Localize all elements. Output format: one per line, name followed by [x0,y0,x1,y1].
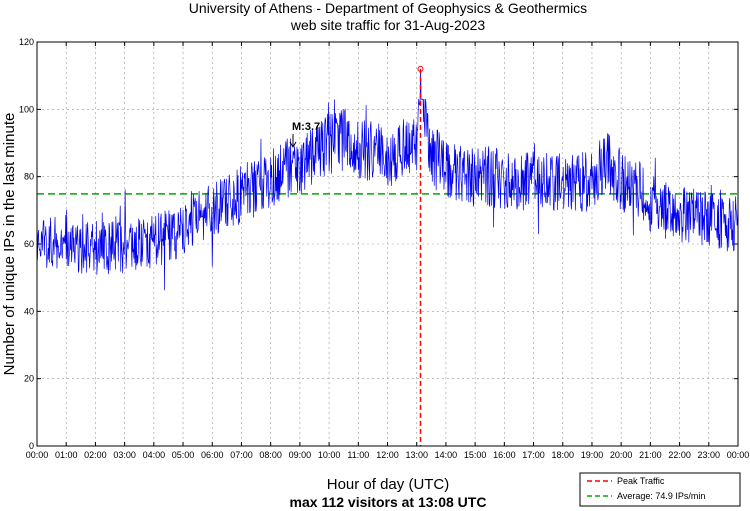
x-tick-label: 14:00 [435,450,458,460]
x-tick-label: 03:00 [113,450,136,460]
x-tick-label: 15:00 [464,450,487,460]
x-tick-label: 18:00 [551,450,574,460]
x-tick-label: 20:00 [610,450,633,460]
x-tick-label: 16:00 [493,450,516,460]
x-tick-label: 06:00 [201,450,224,460]
y-tick-label: 100 [19,104,34,114]
x-tick-label: 21:00 [639,450,662,460]
y-tick-label: 80 [24,172,34,182]
peak-marker [417,65,424,72]
peak-group [417,65,424,446]
chart-title: University of Athens - Department of Geo… [189,0,587,16]
legend-average-label: Average: 74.9 IPs/min [617,491,705,501]
y-axis-label: Number of unique IPs in the last minute [1,113,18,376]
chart-subtitle: web site traffic for 31-Aug-2023 [290,17,486,33]
y-tick-label: 20 [24,374,34,384]
x-tick-label: 11:00 [347,450,369,460]
legend: Peak Traffic Average: 74.9 IPs/min [579,472,741,507]
x-tick-label: 00:00 [26,450,49,460]
x-tick-label: 05:00 [172,450,195,460]
x-tick-label: 08:00 [259,450,282,460]
y-tick-label: 120 [19,37,34,47]
magnitude-annotation: M:3.7 [289,121,320,148]
y-tick-label: 40 [24,306,34,316]
y-tick-label: 60 [24,239,34,249]
x-tick-label: 07:00 [230,450,253,460]
series-group [36,68,739,291]
y-tick-label: 0 [29,441,34,451]
x-tick-label: 10:00 [318,450,341,460]
x-tick-label: 09:00 [289,450,312,460]
x-tick-label: 12:00 [376,450,399,460]
x-tick-label: 13:00 [405,450,428,460]
x-tick-label: 19:00 [581,450,604,460]
x-axis-sublabel: max 112 visitors at 13:08 UTC [290,494,487,510]
x-tick-label: 00:00 [727,450,750,460]
x-tick-label: 01:00 [55,450,78,460]
x-axis-label: Hour of day (UTC) [327,476,450,493]
visitors-series-line [36,68,739,291]
x-tick-label: 04:00 [143,450,166,460]
grid-lines [37,42,738,446]
x-tick-label: 22:00 [668,450,691,460]
annotation-arrow-head [289,141,297,148]
x-tick-label: 17:00 [522,450,545,460]
axis-ticks: 00:00 01:00 02:00 03:00 04:00 05:00 06:00 07:00… [19,37,749,460]
legend-peak-label: Peak Traffic [617,476,665,486]
x-tick-label: 23:00 [698,450,721,460]
annotation-label: M:3.7 [292,121,320,133]
x-tick-label: 02:00 [84,450,107,460]
legend-box [579,472,741,507]
